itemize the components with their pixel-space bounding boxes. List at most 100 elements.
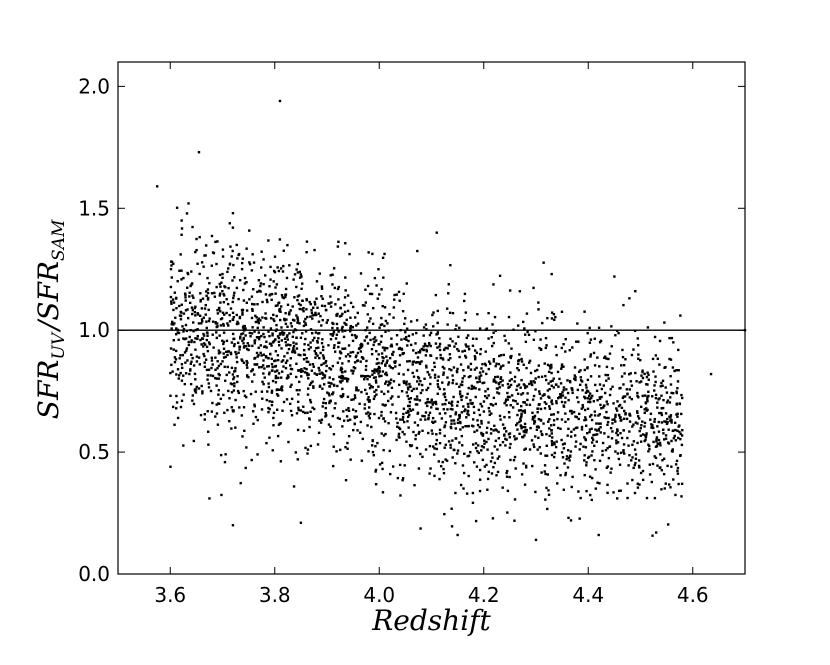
data-point bbox=[285, 344, 288, 347]
data-point bbox=[550, 399, 553, 402]
data-point bbox=[661, 406, 665, 410]
data-point bbox=[381, 346, 385, 349]
data-point bbox=[420, 383, 424, 387]
x-tick-label: 3.6 bbox=[154, 583, 186, 607]
data-point bbox=[637, 353, 640, 356]
data-point bbox=[190, 306, 194, 309]
data-point bbox=[657, 430, 661, 433]
data-point bbox=[217, 393, 220, 396]
data-point bbox=[653, 384, 656, 387]
data-point bbox=[627, 373, 631, 376]
data-point bbox=[559, 382, 563, 385]
data-point bbox=[209, 389, 213, 393]
data-point bbox=[539, 452, 542, 455]
data-point bbox=[423, 342, 427, 346]
data-point bbox=[538, 346, 541, 350]
data-point bbox=[270, 389, 274, 393]
data-point bbox=[244, 466, 247, 470]
data-point bbox=[354, 316, 357, 319]
data-point bbox=[191, 225, 194, 229]
data-point bbox=[268, 436, 271, 439]
data-point bbox=[636, 391, 639, 395]
data-point bbox=[539, 430, 543, 433]
data-point bbox=[630, 459, 633, 462]
data-point bbox=[197, 151, 201, 154]
data-point bbox=[317, 346, 320, 349]
data-point bbox=[421, 429, 424, 432]
data-point bbox=[546, 507, 549, 511]
data-point bbox=[323, 374, 327, 377]
data-point bbox=[523, 448, 526, 451]
data-point bbox=[664, 437, 668, 440]
data-point bbox=[431, 432, 434, 435]
data-point bbox=[279, 267, 283, 270]
data-point bbox=[345, 323, 348, 326]
data-point bbox=[268, 294, 271, 297]
data-point bbox=[180, 311, 183, 314]
data-point bbox=[583, 436, 586, 439]
data-point bbox=[245, 344, 248, 348]
data-point bbox=[286, 351, 289, 355]
data-point bbox=[614, 334, 617, 337]
data-point bbox=[621, 396, 625, 400]
data-point bbox=[503, 426, 507, 430]
data-point bbox=[539, 347, 543, 351]
data-point bbox=[356, 322, 360, 325]
data-point bbox=[338, 380, 342, 383]
data-point bbox=[186, 359, 189, 362]
data-point bbox=[382, 392, 386, 396]
data-point bbox=[613, 418, 616, 421]
data-point bbox=[349, 458, 352, 461]
data-point bbox=[593, 364, 597, 367]
data-point bbox=[464, 354, 467, 358]
data-point bbox=[336, 287, 340, 291]
data-point bbox=[639, 471, 643, 475]
data-point bbox=[278, 308, 281, 311]
data-point bbox=[234, 426, 237, 429]
data-point bbox=[268, 342, 272, 345]
y-tick-label: 0.5 bbox=[78, 440, 110, 464]
data-point bbox=[611, 430, 614, 433]
data-point bbox=[358, 431, 362, 434]
data-point bbox=[225, 373, 228, 377]
data-point bbox=[566, 449, 570, 452]
data-point bbox=[217, 402, 220, 405]
data-point bbox=[428, 444, 432, 448]
data-point bbox=[230, 366, 234, 370]
data-point bbox=[361, 437, 364, 441]
data-point bbox=[438, 441, 442, 445]
data-point bbox=[306, 411, 309, 414]
data-point bbox=[548, 396, 551, 399]
data-point bbox=[531, 398, 535, 401]
data-point bbox=[417, 432, 420, 435]
data-point bbox=[256, 326, 259, 330]
data-point bbox=[462, 369, 465, 372]
data-point bbox=[175, 394, 178, 398]
data-point bbox=[342, 419, 346, 422]
data-point bbox=[267, 365, 270, 368]
data-point bbox=[332, 391, 335, 394]
data-point bbox=[520, 427, 523, 430]
data-point bbox=[436, 332, 439, 335]
data-point bbox=[368, 320, 371, 323]
data-point bbox=[473, 354, 477, 358]
data-point bbox=[280, 386, 283, 389]
data-point bbox=[273, 338, 277, 342]
data-point bbox=[429, 354, 433, 357]
data-point bbox=[214, 376, 217, 380]
data-point bbox=[598, 365, 601, 368]
data-point bbox=[172, 301, 176, 304]
data-point bbox=[495, 362, 498, 365]
data-point bbox=[489, 428, 493, 431]
data-point bbox=[506, 511, 509, 514]
data-point bbox=[225, 350, 228, 354]
data-point bbox=[285, 377, 289, 380]
data-point bbox=[617, 457, 621, 461]
data-point bbox=[505, 469, 509, 473]
data-point bbox=[169, 285, 173, 289]
data-point bbox=[448, 311, 452, 315]
data-point bbox=[289, 385, 292, 389]
data-point bbox=[311, 306, 315, 309]
data-point bbox=[295, 389, 299, 392]
